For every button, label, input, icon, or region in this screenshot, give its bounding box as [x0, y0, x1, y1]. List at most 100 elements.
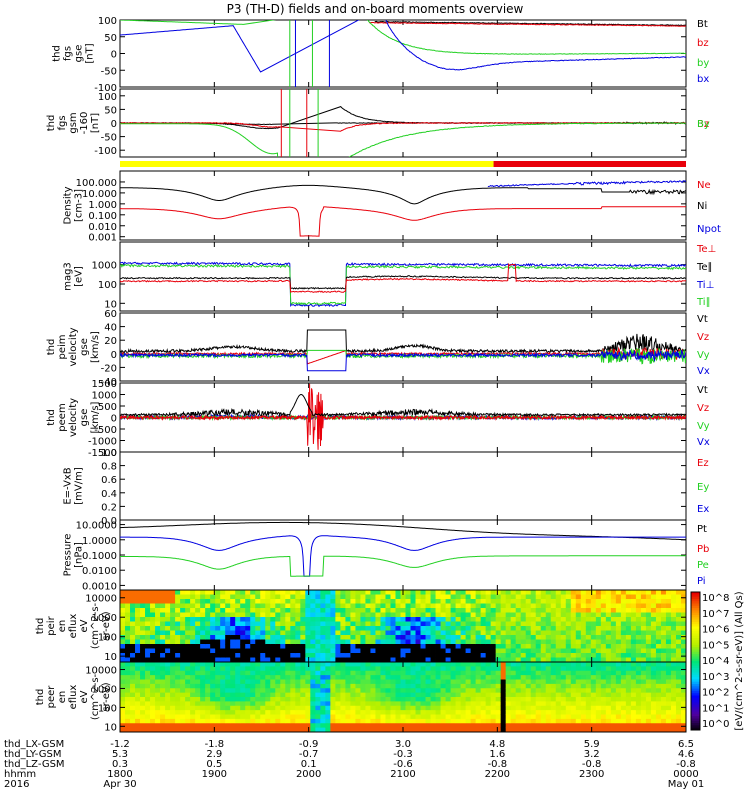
spectro-cell — [650, 612, 657, 618]
spectro-cell — [330, 675, 336, 680]
spectro-cell — [570, 697, 577, 702]
spectro-cell — [650, 639, 657, 645]
spectro-cell — [180, 701, 186, 707]
spectro-cell — [145, 666, 151, 672]
spectro-cell — [170, 621, 176, 627]
spectro-cell — [330, 657, 336, 663]
colorbar-segment — [691, 677, 700, 680]
spectro-cell — [450, 670, 456, 676]
spectro-cell — [215, 626, 221, 631]
spectro-cell — [660, 727, 667, 733]
spectro-cell — [660, 590, 667, 595]
spectro-cell — [505, 670, 512, 676]
spectro-cell — [440, 644, 446, 649]
spectro-cell — [385, 603, 391, 609]
spectro-cell — [670, 705, 677, 711]
spectro-cell — [255, 617, 261, 622]
spectro-cell — [505, 714, 512, 720]
spectro-cell — [535, 644, 542, 649]
spectro-cell — [500, 590, 507, 595]
spectro-cell — [345, 670, 351, 676]
spectro-cell — [625, 705, 632, 711]
axis-row-value: 2100 — [390, 769, 415, 780]
spectro-cell — [590, 714, 597, 720]
spectro-cell — [655, 594, 662, 600]
spectro-cell — [660, 688, 667, 694]
spectro-cell — [655, 630, 662, 636]
spectro-cell — [490, 692, 497, 698]
spectro-cell — [410, 688, 416, 694]
spectro-cell — [200, 657, 206, 663]
spectro-cell — [370, 657, 376, 663]
series-by — [120, 20, 686, 55]
spectro-cell — [200, 621, 206, 627]
spectro-cell — [505, 675, 512, 680]
spectro-cell — [195, 675, 201, 680]
spectro-cell — [390, 710, 396, 715]
spectro-cell — [360, 662, 366, 667]
spectro-cell — [575, 657, 582, 663]
spectro-cell — [680, 603, 687, 609]
spectro-cell — [640, 675, 647, 680]
spectro-cell — [455, 718, 461, 724]
spectro-cell — [265, 683, 271, 689]
spectro-cell — [240, 608, 246, 613]
spectro-cell — [250, 688, 256, 694]
spectro-cell — [300, 590, 306, 595]
spectro-cell — [645, 701, 652, 707]
spectro-cell — [310, 648, 316, 654]
spectro-cell — [670, 657, 677, 663]
spectro-cell — [335, 608, 341, 613]
spectro-cell — [460, 590, 467, 595]
spectro-cell — [450, 692, 456, 698]
spectro-cell — [295, 688, 301, 694]
spectro-cell — [435, 648, 441, 654]
spectro-cell — [575, 621, 582, 627]
spectro-cell — [550, 630, 557, 636]
legend-peem_velocity-2: Vy — [697, 421, 710, 432]
spectro-cell — [500, 657, 507, 663]
spectro-cell — [260, 692, 266, 698]
spectro-cell — [630, 692, 637, 698]
spectro-cell — [195, 594, 201, 600]
spectro-cell — [620, 639, 627, 645]
spectro-cell — [190, 727, 196, 733]
spectro-cell — [370, 697, 376, 702]
spectro-cell — [395, 718, 401, 724]
spectro-cell — [190, 675, 196, 680]
spectro-cell — [420, 683, 426, 689]
spectro-cell — [285, 679, 291, 685]
spectro-cell — [305, 644, 311, 649]
spectro-cell — [155, 714, 161, 720]
spectro-cell — [140, 710, 146, 715]
spectro-cell — [165, 727, 171, 733]
spectro-cell — [135, 617, 141, 622]
spectro-cell — [340, 692, 346, 698]
spectro-cell — [605, 644, 612, 649]
spectro-cell — [230, 710, 236, 715]
spectro-cell — [435, 590, 441, 595]
spectro-cell — [655, 675, 662, 680]
spectro-cell — [150, 714, 156, 720]
spectro-cell — [320, 666, 326, 672]
spectro-cell — [350, 701, 356, 707]
spectro-cell — [655, 718, 662, 724]
spectro-cell — [280, 727, 286, 733]
spectro-cell — [140, 692, 146, 698]
spectro-cell — [290, 594, 296, 600]
spectro-cell — [640, 590, 647, 595]
spectro-cell — [380, 608, 386, 613]
spectro-cell — [245, 714, 251, 720]
spectro-cell — [535, 612, 542, 618]
spectro-cell — [575, 679, 582, 685]
spectro-cell — [320, 710, 326, 715]
spectro-cell — [605, 617, 612, 622]
spectro-cell — [355, 630, 361, 636]
spectro-cell — [185, 603, 191, 609]
spectro-cell — [555, 594, 562, 600]
spectro-cell — [530, 612, 537, 618]
spectro-cell — [495, 662, 502, 667]
spectro-cell — [300, 727, 306, 733]
spectro-cell — [425, 639, 431, 645]
spectro-cell — [415, 670, 421, 676]
